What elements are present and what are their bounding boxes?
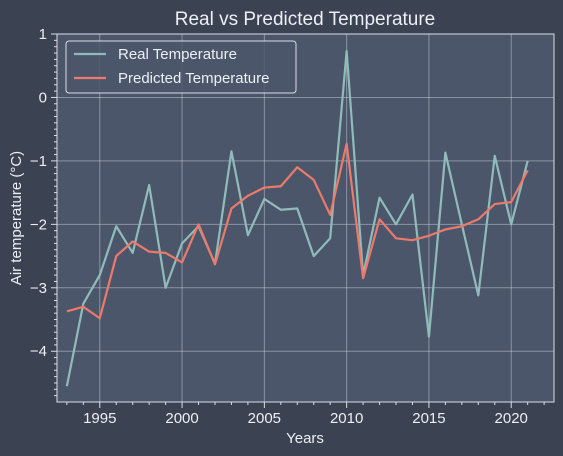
x-tick-label: 2010 xyxy=(330,410,363,427)
y-tick-label: −3 xyxy=(30,280,47,297)
x-tick-label: 2015 xyxy=(412,410,445,427)
x-tick-label: 2005 xyxy=(248,410,281,427)
legend-label-predicted: Predicted Temperature xyxy=(118,70,269,87)
x-tick-label: 1995 xyxy=(83,410,116,427)
x-axis-label: Years xyxy=(286,430,324,447)
y-tick-label: −4 xyxy=(30,343,47,360)
chart-title: Real vs Predicted Temperature xyxy=(175,9,436,30)
y-tick-label: 1 xyxy=(39,26,47,43)
y-tick-label: −2 xyxy=(30,216,47,233)
legend: Real Temperature Predicted Temperature xyxy=(66,41,296,93)
x-tick-label: 2000 xyxy=(165,410,198,427)
y-tick-label: 0 xyxy=(39,89,47,106)
legend-label-real: Real Temperature xyxy=(118,46,237,63)
x-tick-label: 2020 xyxy=(495,410,528,427)
y-axis-label: Air temperature (°C) xyxy=(8,151,25,285)
y-tick-label: −1 xyxy=(30,153,47,170)
